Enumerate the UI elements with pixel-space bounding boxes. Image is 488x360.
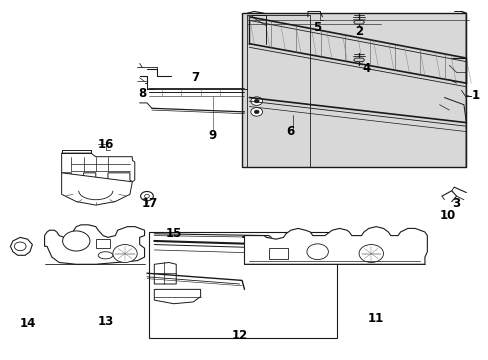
Text: 1: 1 xyxy=(470,89,478,102)
Circle shape xyxy=(144,194,149,198)
Polygon shape xyxy=(154,262,176,284)
Circle shape xyxy=(250,97,262,105)
Circle shape xyxy=(254,99,259,103)
Text: 14: 14 xyxy=(20,317,36,330)
Text: 15: 15 xyxy=(165,227,182,240)
Bar xyxy=(96,239,110,248)
Polygon shape xyxy=(44,225,144,264)
Circle shape xyxy=(113,244,137,262)
Polygon shape xyxy=(154,289,200,304)
Text: 12: 12 xyxy=(231,329,247,342)
Circle shape xyxy=(306,244,328,260)
Circle shape xyxy=(141,192,153,201)
Text: 8: 8 xyxy=(138,87,146,100)
Circle shape xyxy=(14,242,26,251)
Bar xyxy=(242,13,466,167)
Polygon shape xyxy=(10,237,32,255)
Text: 2: 2 xyxy=(354,25,363,38)
Polygon shape xyxy=(244,226,427,264)
Text: 11: 11 xyxy=(367,311,384,325)
Text: 9: 9 xyxy=(208,129,217,142)
Text: 17: 17 xyxy=(141,197,157,210)
Polygon shape xyxy=(353,58,364,62)
Ellipse shape xyxy=(98,252,113,259)
Polygon shape xyxy=(353,21,364,24)
Circle shape xyxy=(358,244,383,262)
Circle shape xyxy=(250,108,262,116)
Bar xyxy=(268,248,288,259)
Bar xyxy=(149,232,336,338)
Text: 3: 3 xyxy=(451,197,460,210)
Polygon shape xyxy=(61,173,132,205)
Text: 7: 7 xyxy=(191,71,200,84)
Circle shape xyxy=(62,231,90,251)
Text: 13: 13 xyxy=(97,315,113,328)
Text: 16: 16 xyxy=(97,138,114,150)
Circle shape xyxy=(254,110,259,114)
Text: 4: 4 xyxy=(362,62,370,75)
Text: 10: 10 xyxy=(439,210,455,222)
Text: 6: 6 xyxy=(286,125,294,138)
Text: 5: 5 xyxy=(313,21,321,34)
Polygon shape xyxy=(61,153,135,185)
